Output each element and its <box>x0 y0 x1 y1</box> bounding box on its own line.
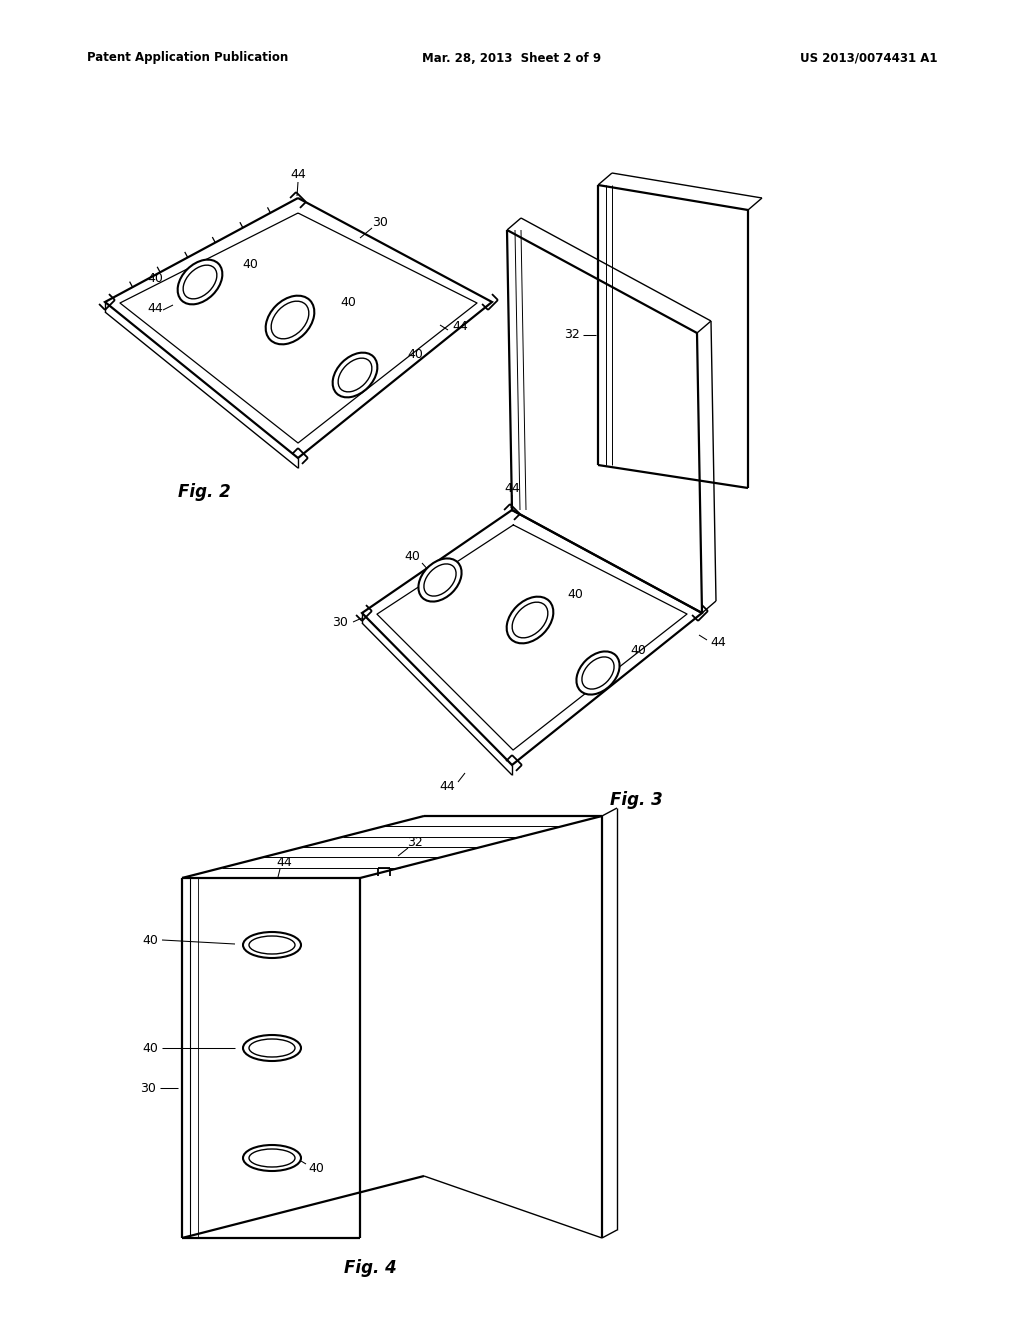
Ellipse shape <box>582 657 614 689</box>
Text: 40: 40 <box>242 259 258 272</box>
Text: Fig. 4: Fig. 4 <box>344 1259 396 1276</box>
Text: 40: 40 <box>567 589 583 602</box>
Text: Fig. 3: Fig. 3 <box>610 791 663 809</box>
Ellipse shape <box>333 352 378 397</box>
Text: 44: 44 <box>504 482 520 495</box>
Text: US 2013/0074431 A1: US 2013/0074431 A1 <box>800 51 937 65</box>
Ellipse shape <box>177 260 222 305</box>
Ellipse shape <box>507 597 553 643</box>
Text: 40: 40 <box>630 644 646 656</box>
Text: 32: 32 <box>408 837 423 850</box>
Ellipse shape <box>512 602 548 638</box>
Text: 40: 40 <box>308 1162 324 1175</box>
Text: Patent Application Publication: Patent Application Publication <box>87 51 288 65</box>
Ellipse shape <box>265 296 314 345</box>
Text: 44: 44 <box>439 780 455 793</box>
Ellipse shape <box>419 558 462 602</box>
Text: 40: 40 <box>404 549 420 562</box>
Text: 32: 32 <box>564 329 580 342</box>
Text: 30: 30 <box>140 1081 156 1094</box>
Text: 44: 44 <box>276 855 292 869</box>
Ellipse shape <box>249 936 295 954</box>
Ellipse shape <box>271 301 309 339</box>
Text: 30: 30 <box>372 215 388 228</box>
Ellipse shape <box>577 652 620 694</box>
Text: 44: 44 <box>290 168 306 181</box>
Ellipse shape <box>249 1039 295 1057</box>
Text: 40: 40 <box>142 1041 158 1055</box>
Ellipse shape <box>424 564 456 597</box>
Text: 44: 44 <box>453 319 468 333</box>
Ellipse shape <box>249 1148 295 1167</box>
Ellipse shape <box>243 932 301 958</box>
Text: Fig. 2: Fig. 2 <box>178 483 230 502</box>
Text: 40: 40 <box>340 296 356 309</box>
Text: 44: 44 <box>710 636 726 649</box>
Ellipse shape <box>243 1035 301 1061</box>
Ellipse shape <box>183 265 217 298</box>
Text: 30: 30 <box>332 615 348 628</box>
Text: 44: 44 <box>147 301 163 314</box>
Text: Mar. 28, 2013  Sheet 2 of 9: Mar. 28, 2013 Sheet 2 of 9 <box>423 51 601 65</box>
Text: 40: 40 <box>142 933 158 946</box>
Text: 40: 40 <box>408 348 423 362</box>
Ellipse shape <box>243 1144 301 1171</box>
Text: 40: 40 <box>147 272 163 285</box>
Ellipse shape <box>338 358 372 392</box>
